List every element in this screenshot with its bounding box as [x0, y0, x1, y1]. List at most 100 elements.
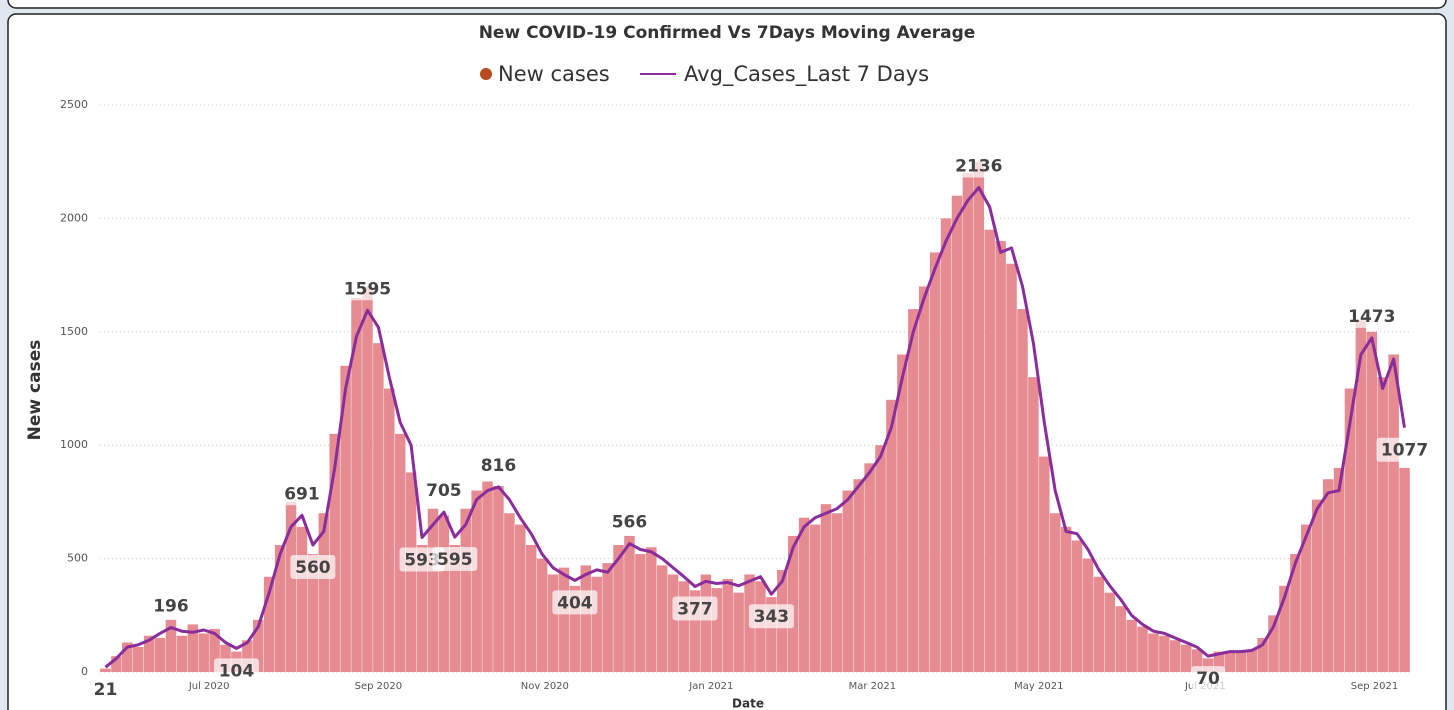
x-tick-label: Nov 2020	[521, 681, 569, 692]
bar	[1191, 649, 1203, 672]
top-panel	[7, 0, 1447, 9]
bar	[1126, 619, 1137, 672]
x-axis-title: Date	[732, 697, 764, 710]
bar	[1170, 640, 1181, 672]
bar	[1159, 635, 1170, 672]
data-label: 816	[481, 456, 517, 476]
y-tick-label: 2500	[60, 98, 88, 111]
data-label-bg	[552, 590, 598, 615]
bar	[1333, 467, 1345, 672]
bar	[100, 668, 111, 672]
bar	[274, 544, 286, 672]
bar	[307, 554, 319, 672]
bar	[558, 567, 570, 672]
bar	[384, 388, 395, 672]
bar	[591, 576, 602, 672]
bar	[416, 544, 428, 672]
bar	[831, 513, 843, 672]
bar	[908, 309, 919, 672]
bar	[1180, 644, 1192, 672]
bar	[635, 554, 646, 672]
data-label: 595	[437, 550, 473, 570]
bar	[1301, 524, 1312, 672]
data-label-bg	[148, 593, 194, 618]
y-tick-label: 1000	[60, 438, 88, 451]
data-label: 560	[295, 558, 331, 578]
legend-label: New cases	[498, 62, 610, 86]
bar	[242, 640, 253, 672]
bar	[209, 628, 220, 672]
bar	[722, 579, 733, 672]
bar	[438, 515, 450, 672]
data-label-bg	[421, 478, 467, 503]
data-label: 691	[284, 484, 320, 504]
data-label: 2136	[955, 157, 1002, 177]
data-label: 104	[219, 661, 255, 681]
bar	[1017, 309, 1028, 672]
bar	[689, 590, 701, 672]
x-tick-label: Jan 2021	[688, 681, 733, 692]
bar	[536, 558, 548, 672]
bar	[1344, 388, 1356, 672]
bar	[198, 633, 209, 672]
bar	[940, 218, 952, 672]
bar	[766, 597, 777, 672]
bar	[787, 535, 799, 672]
data-label: 705	[426, 481, 462, 501]
bar	[1039, 456, 1050, 672]
bar	[165, 619, 177, 672]
chart-title: New COVID-19 Confirmed Vs 7Days Moving A…	[479, 23, 976, 43]
bar	[504, 513, 515, 672]
bar	[929, 252, 941, 673]
data-label-bg	[432, 547, 478, 572]
bar	[296, 526, 308, 672]
legend-label: Avg_Cases_Last 7 Days	[684, 62, 929, 87]
y-tick-label: 0	[81, 665, 88, 678]
bar	[711, 588, 723, 672]
bar	[253, 619, 264, 672]
bar	[1268, 615, 1279, 672]
bar	[809, 524, 821, 672]
x-tick-label: Sep 2020	[355, 681, 402, 692]
bar	[918, 286, 930, 672]
y-tick-label: 2000	[60, 211, 88, 224]
bar	[482, 481, 493, 672]
data-label-bg	[1343, 303, 1400, 328]
bar	[995, 241, 1006, 672]
data-label: 1473	[1348, 307, 1395, 327]
data-label-bg	[1376, 437, 1433, 462]
bar	[1246, 649, 1257, 672]
bar	[613, 544, 624, 672]
bar	[842, 490, 854, 672]
x-tick-label: Sep 2021	[1351, 681, 1398, 692]
data-label: 1595	[344, 279, 391, 299]
bar	[263, 576, 275, 672]
data-label: 404	[557, 593, 593, 613]
data-label-bg	[290, 554, 336, 579]
bar	[569, 585, 581, 672]
data-label-bg	[748, 604, 794, 629]
bar	[362, 286, 373, 672]
bar	[449, 544, 461, 672]
bar	[864, 463, 875, 672]
data-label-bg	[475, 452, 521, 477]
data-label-bg	[1191, 666, 1226, 691]
bar	[897, 354, 908, 672]
legend: New cases Avg_Cases_Last 7 Days	[480, 62, 929, 87]
bar	[143, 635, 155, 672]
x-tick-label: May 2021	[1014, 681, 1063, 692]
bar	[1093, 576, 1105, 672]
data-label-bg	[606, 509, 652, 534]
bar	[427, 508, 439, 672]
bar	[1399, 467, 1410, 672]
y-tick-label: 500	[67, 552, 88, 565]
bar	[1137, 626, 1148, 672]
bar	[1355, 320, 1367, 672]
bar	[646, 547, 657, 672]
bar	[667, 574, 679, 672]
bar	[656, 565, 668, 672]
data-label-bg	[672, 596, 718, 621]
bar	[1082, 558, 1094, 672]
bar	[1224, 652, 1236, 672]
